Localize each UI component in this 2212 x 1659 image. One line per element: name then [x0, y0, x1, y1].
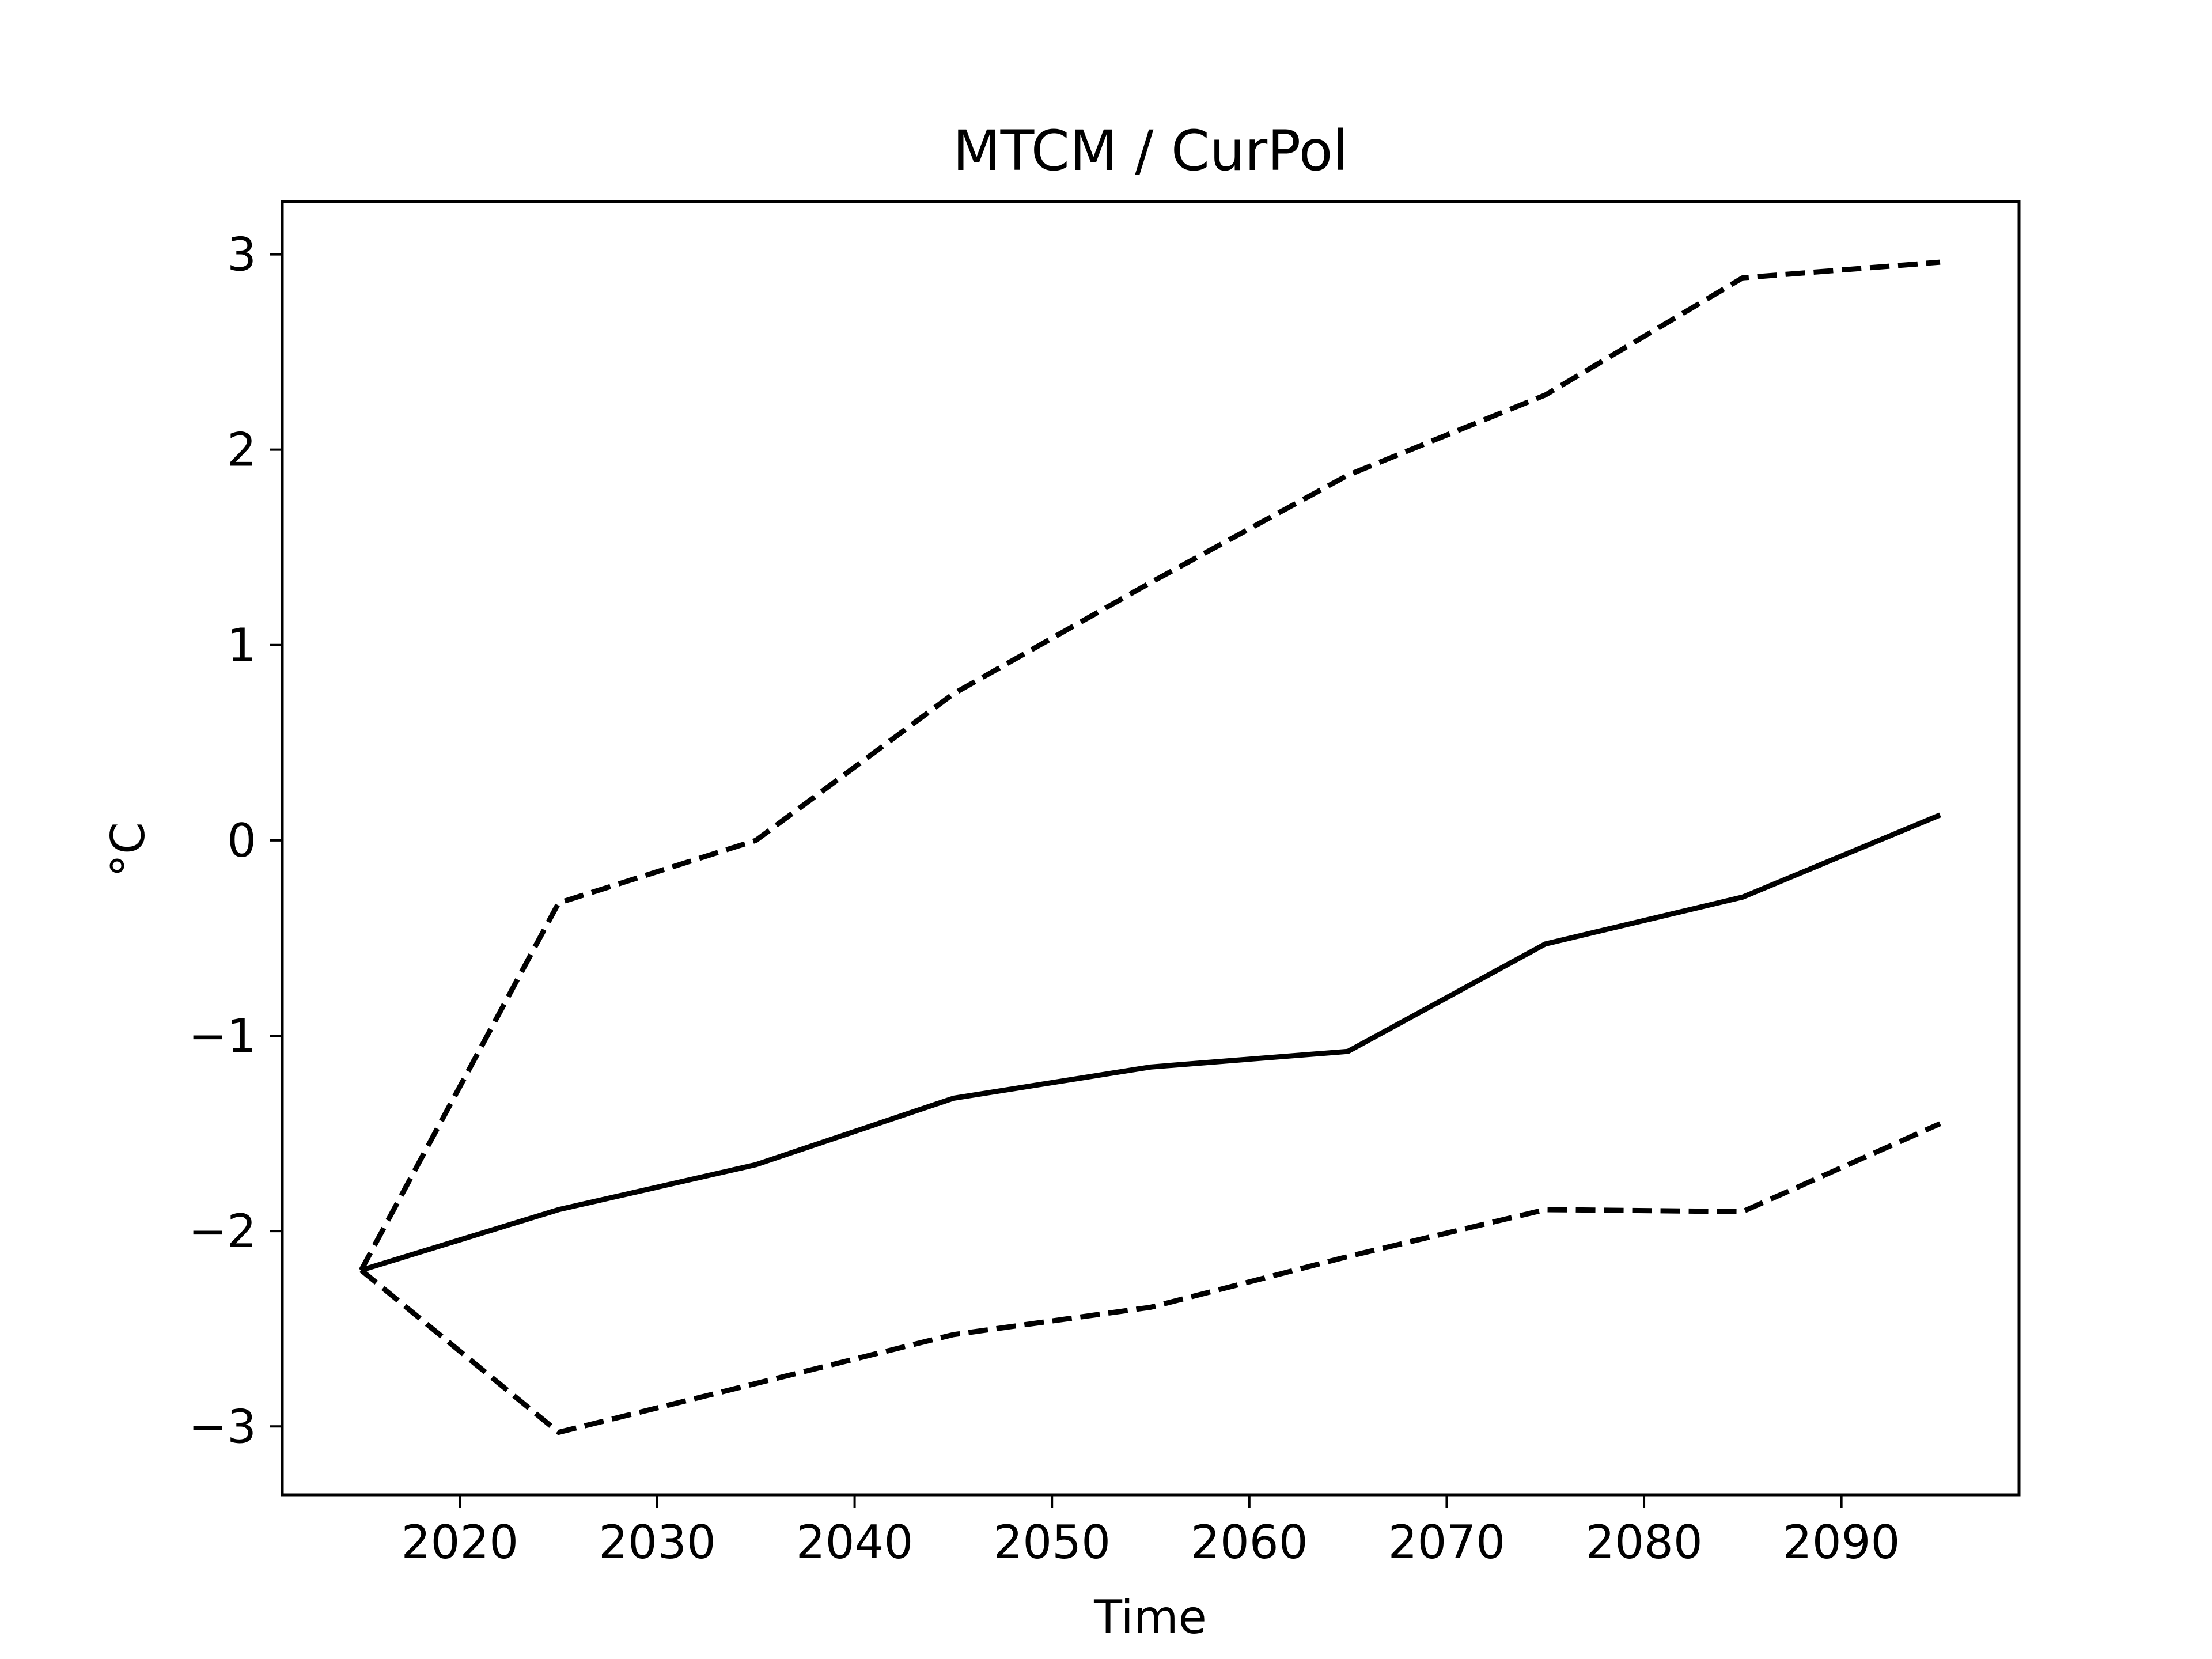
x-tick-label: 2030 — [599, 1516, 716, 1569]
y-tick-label: 2 — [227, 423, 256, 477]
y-tick-label: 1 — [227, 619, 256, 672]
x-tick-label: 2080 — [1585, 1516, 1703, 1569]
chart-title: MTCM / CurPol — [953, 119, 1348, 183]
plot-area — [359, 259, 1941, 1435]
x-tick-label: 2070 — [1388, 1516, 1506, 1569]
y-tick-label: −1 — [188, 1009, 256, 1063]
y-tick-label: −2 — [188, 1205, 256, 1258]
series-line-3-dashed — [359, 1121, 1941, 1435]
x-tick-label: 2060 — [1191, 1516, 1308, 1569]
series-line-2-dashed — [359, 259, 1941, 1272]
x-tick-label: 2050 — [993, 1516, 1111, 1569]
x-axis: 2020 2030 2040 2050 2060 2070 2080 2090 — [402, 1495, 1900, 1569]
y-tick-label: 3 — [227, 228, 256, 282]
y-tick-label: −3 — [188, 1400, 256, 1453]
y-axis: 3 2 1 0 −1 −2 −3 — [188, 228, 282, 1453]
x-tick-label: 2020 — [402, 1516, 519, 1569]
axes-frame — [281, 200, 2021, 1497]
x-tick-label: 2090 — [1783, 1516, 1900, 1569]
y-tick-label: 0 — [227, 814, 256, 868]
y-axis-label: °C — [101, 822, 155, 877]
series-line-1-solid — [360, 812, 1941, 1273]
x-axis-label: Time — [1093, 1590, 1207, 1644]
x-tick-label: 2040 — [796, 1516, 914, 1569]
